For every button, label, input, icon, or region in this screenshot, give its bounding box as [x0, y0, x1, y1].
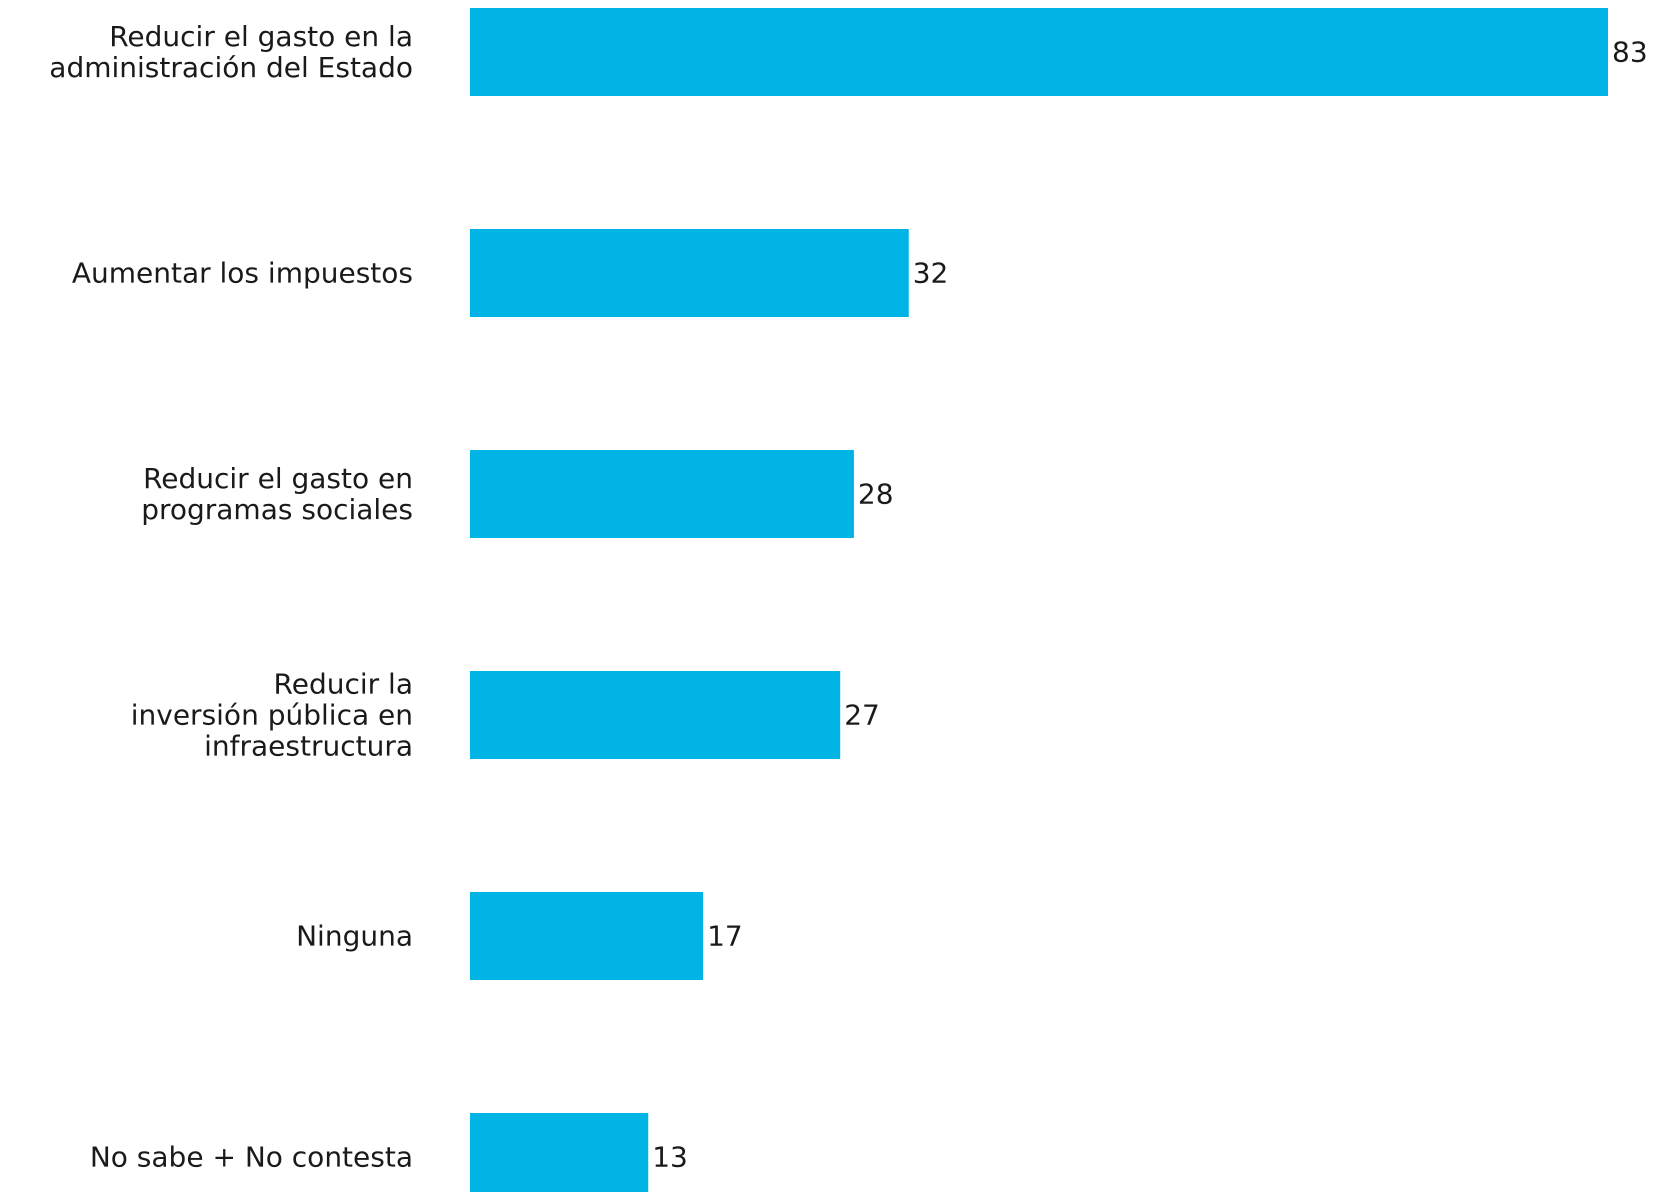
category-label: No sabe + No contesta [90, 1141, 413, 1174]
value-label: 83 [1612, 36, 1648, 69]
category-label-line: Reducir el gasto en la [109, 20, 413, 53]
category-label-line: Ninguna [296, 920, 413, 953]
category-labels-group: Reducir el gasto en la administración del… [49, 20, 413, 1174]
value-labels-group: 83 32 28 27 17 13 [652, 36, 1647, 1174]
value-label: 27 [844, 699, 880, 732]
value-label: 17 [707, 920, 743, 953]
category-label-line: Reducir la [274, 668, 413, 701]
bar [470, 229, 909, 317]
bar [470, 450, 854, 538]
category-label-line: inversión pública en [131, 699, 413, 732]
bar [470, 8, 1608, 96]
bar [470, 671, 841, 759]
value-label: 28 [858, 478, 894, 511]
category-label: Reducir el gasto en la administración del… [49, 20, 413, 84]
value-label: 13 [652, 1141, 688, 1174]
category-label: Ninguna [296, 920, 413, 953]
category-label: Reducir el gasto en programas sociales [141, 462, 413, 526]
category-label-line: No sabe + No contesta [90, 1141, 413, 1174]
category-label-line: programas sociales [141, 493, 413, 526]
category-label-line: administración del Estado [49, 51, 413, 84]
category-label-line: Reducir el gasto en [143, 462, 413, 495]
category-label: Aumentar los impuestos [72, 257, 413, 290]
bar [470, 1113, 649, 1192]
category-label: Reducir la inversión pública en infraestru… [131, 668, 413, 763]
bar [470, 892, 704, 980]
value-label: 32 [913, 257, 949, 290]
category-label-line: infraestructura [204, 730, 413, 763]
category-label-line: Aumentar los impuestos [72, 257, 413, 290]
bars-group [470, 8, 1608, 1192]
